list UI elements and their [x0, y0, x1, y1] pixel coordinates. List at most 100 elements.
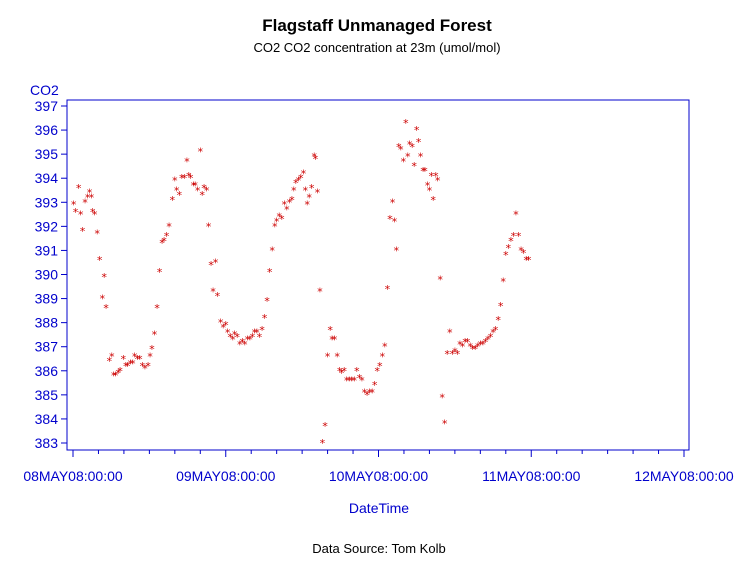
- data-point: *: [449, 348, 456, 361]
- data-point: *: [351, 374, 358, 387]
- y-tick-label: 395: [35, 146, 59, 162]
- data-point: *: [432, 170, 439, 183]
- data-point: *: [131, 350, 138, 363]
- data-point: *: [497, 300, 504, 313]
- data-point: *: [145, 360, 152, 373]
- data-point: *: [147, 350, 154, 363]
- data-point: *: [91, 208, 98, 221]
- data-point: *: [187, 172, 194, 185]
- data-point: *: [331, 333, 338, 346]
- data-point: *: [306, 191, 313, 204]
- data-point: *: [101, 271, 108, 284]
- data-point: *: [454, 348, 461, 361]
- y-axis: 383 384 385 386 387 388 389 390 391 392 393 394 395 3…: [35, 98, 67, 451]
- data-point: *: [234, 331, 241, 344]
- data-point: *: [137, 353, 144, 366]
- data-point: *: [149, 343, 156, 356]
- data-point: *: [179, 172, 186, 185]
- data-point: *: [462, 336, 469, 349]
- data-point: *: [84, 191, 91, 204]
- data-point: *: [151, 329, 158, 342]
- y-tick-label: 385: [35, 387, 59, 403]
- data-point: *: [415, 136, 422, 149]
- data-points: ****************************************…: [70, 117, 532, 450]
- data-point: *: [94, 228, 101, 241]
- y-tick-label: 397: [35, 98, 59, 114]
- data-point: *: [249, 331, 256, 344]
- data-point: *: [273, 216, 280, 229]
- data-point: *: [286, 196, 293, 209]
- data-point: *: [192, 179, 199, 192]
- data-point: *: [159, 237, 166, 250]
- data-point: *: [441, 418, 448, 431]
- data-point: *: [302, 184, 309, 197]
- data-point: *: [203, 184, 210, 197]
- data-point: *: [109, 350, 116, 363]
- data-point: *: [314, 187, 321, 200]
- data-point: *: [172, 175, 179, 188]
- data-point: *: [214, 290, 221, 303]
- data-point: *: [364, 389, 371, 402]
- data-point: *: [417, 151, 424, 164]
- y-tick-label: 386: [35, 363, 59, 379]
- data-point: *: [82, 196, 89, 209]
- data-point: *: [384, 283, 391, 296]
- data-point: *: [422, 165, 429, 178]
- data-point: *: [400, 155, 407, 168]
- data-point: *: [346, 374, 353, 387]
- data-point: *: [492, 324, 499, 337]
- data-point: *: [452, 346, 459, 359]
- data-point: *: [264, 295, 271, 308]
- data-point: *: [289, 194, 296, 207]
- data-point: *: [205, 220, 212, 233]
- data-point: *: [382, 341, 389, 354]
- data-point: *: [70, 199, 77, 212]
- x-tick-label: 11MAY08:00:00: [482, 468, 581, 484]
- data-point: *: [490, 326, 497, 339]
- y-tick-label: 388: [35, 315, 59, 331]
- data-point: *: [72, 206, 79, 219]
- data-point: *: [96, 254, 103, 267]
- data-point: *: [169, 194, 176, 207]
- data-point: *: [210, 285, 217, 298]
- data-point: *: [348, 374, 355, 387]
- data-point: *: [112, 370, 119, 383]
- data-point: *: [186, 170, 193, 183]
- x-tick-label: 09MAY08:00:00: [176, 468, 276, 484]
- data-point: *: [430, 194, 437, 207]
- data-point: *: [110, 370, 117, 383]
- data-point: *: [343, 374, 350, 387]
- data-point: *: [397, 143, 404, 156]
- chart-title: Flagstaff Unmanaged Forest: [262, 16, 492, 35]
- data-point: *: [474, 341, 481, 354]
- data-point: *: [311, 151, 318, 164]
- data-point: *: [312, 153, 319, 166]
- data-point: *: [464, 336, 471, 349]
- data-point: *: [123, 360, 130, 373]
- data-point: *: [271, 220, 278, 233]
- data-point: *: [434, 175, 441, 188]
- data-point: *: [480, 338, 487, 351]
- data-point: *: [426, 184, 433, 197]
- data-point: *: [446, 326, 453, 339]
- x-tick-label: 12MAY08:00:00: [634, 468, 734, 484]
- data-point: *: [212, 256, 219, 269]
- data-point: *: [220, 321, 227, 334]
- data-point: *: [244, 333, 251, 346]
- data-point: *: [319, 437, 326, 450]
- data-point: *: [387, 213, 394, 226]
- data-point: *: [239, 336, 246, 349]
- data-point: *: [79, 225, 86, 238]
- data-point: *: [199, 189, 206, 202]
- x-axis-label: DateTime: [349, 500, 409, 516]
- data-point: *: [181, 172, 188, 185]
- data-point: *: [103, 302, 110, 315]
- data-point: *: [520, 247, 527, 260]
- data-point: *: [236, 338, 243, 351]
- data-point: *: [142, 362, 149, 375]
- data-point: *: [467, 341, 474, 354]
- y-tick-label: 393: [35, 194, 59, 210]
- data-point: *: [278, 213, 285, 226]
- data-point: *: [106, 355, 113, 368]
